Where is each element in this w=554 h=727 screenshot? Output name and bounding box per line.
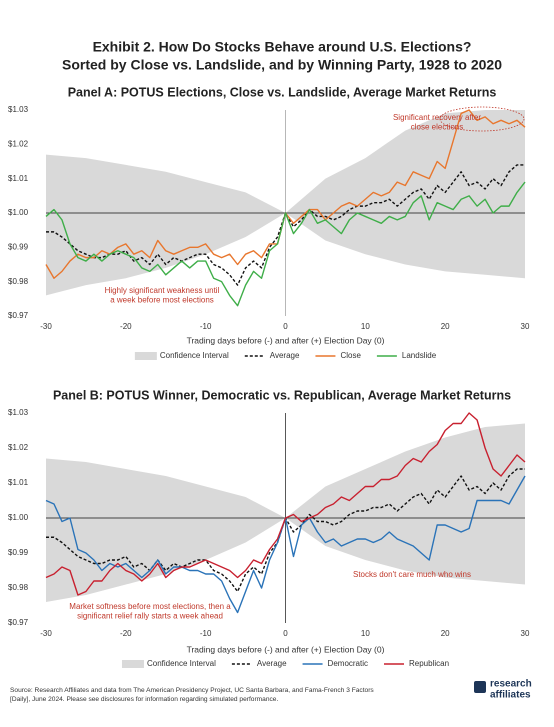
x-tick-label: -20 <box>120 629 132 638</box>
y-tick-label: $0.99 <box>8 242 29 251</box>
confidence-band <box>46 423 525 602</box>
x-tick-label: 20 <box>441 322 450 331</box>
annotation: close elections <box>411 123 463 132</box>
legend-label: Confidence Interval <box>160 351 229 360</box>
x-tick-label: -30 <box>40 629 52 638</box>
annotation: Highly significant weakness until <box>105 286 220 295</box>
x-tick-label: -20 <box>120 322 132 331</box>
annotation: Significant recovery after <box>393 113 481 122</box>
y-tick-label: $1.01 <box>8 174 29 183</box>
logo-text: research <box>490 679 532 690</box>
x-tick-label: -30 <box>40 322 52 331</box>
y-tick-label: $1.03 <box>8 105 29 114</box>
y-tick-label: $1.03 <box>8 408 29 417</box>
main-subtitle: Sorted by Close vs. Landslide, and by Wi… <box>62 57 502 73</box>
y-tick-label: $0.97 <box>8 618 29 627</box>
legend-label: Landslide <box>402 351 437 360</box>
x-tick-label: 30 <box>521 322 530 331</box>
logo: research affiliates <box>474 679 532 701</box>
panel-title: Panel B: POTUS Winner, Democratic vs. Re… <box>53 388 511 402</box>
annotation: Stocks don't care much who wins <box>353 570 471 579</box>
y-tick-label: $1.01 <box>8 478 29 487</box>
x-tick-label: 10 <box>361 322 370 331</box>
confidence-band <box>46 110 525 296</box>
legend-swatch <box>121 660 144 668</box>
legend-label: Average <box>257 659 287 668</box>
x-tick-label: 30 <box>521 629 530 638</box>
legend-label: Republican <box>409 659 449 668</box>
y-tick-label: $1.02 <box>8 443 29 452</box>
legend-label: Average <box>270 351 300 360</box>
x-tick-label: 10 <box>361 629 370 638</box>
x-axis-label: Trading days before (-) and after (+) El… <box>187 644 385 654</box>
series-line <box>45 181 526 307</box>
annotation: Market softness before most elections, t… <box>69 602 231 611</box>
x-tick-label: -10 <box>200 322 212 331</box>
highlight-ellipse <box>439 106 525 132</box>
x-tick-label: -10 <box>200 629 212 638</box>
legend-label: Democratic <box>328 659 368 668</box>
logo-text: affiliates <box>490 690 531 701</box>
annotation: significant relief rally starts a week a… <box>77 612 223 621</box>
y-tick-label: $0.98 <box>8 277 29 286</box>
legend-label: Close <box>340 351 361 360</box>
series-line <box>45 412 526 596</box>
y-tick-label: $1.02 <box>8 139 29 148</box>
y-tick-label: $1.00 <box>8 513 29 522</box>
y-tick-label: $1.00 <box>8 208 29 217</box>
annotation: a week before most elections <box>110 296 214 305</box>
x-axis-label: Trading days before (-) and after (+) El… <box>187 335 385 345</box>
logo-icon <box>474 681 486 693</box>
legend-label: Confidence Interval <box>147 659 216 668</box>
source-note: Source: Research Affiliates and data fro… <box>10 687 374 694</box>
x-tick-label: 20 <box>441 629 450 638</box>
source-note: [Daily], June 2024. Please see disclosur… <box>10 696 278 703</box>
x-tick-label: 0 <box>283 629 288 638</box>
y-tick-label: $0.97 <box>8 311 29 320</box>
panel-title: Panel A: POTUS Elections, Close vs. Land… <box>68 85 497 99</box>
y-tick-label: $0.99 <box>8 548 29 557</box>
main-title: Exhibit 2. How Do Stocks Behave around U… <box>93 39 472 55</box>
x-tick-label: 0 <box>283 322 288 331</box>
y-tick-label: $0.98 <box>8 583 29 592</box>
legend: Confidence Interval Average Democratic Repu… <box>121 659 449 668</box>
legend-swatch <box>134 352 157 360</box>
legend: Confidence Interval Average Close Landslide <box>134 351 437 360</box>
